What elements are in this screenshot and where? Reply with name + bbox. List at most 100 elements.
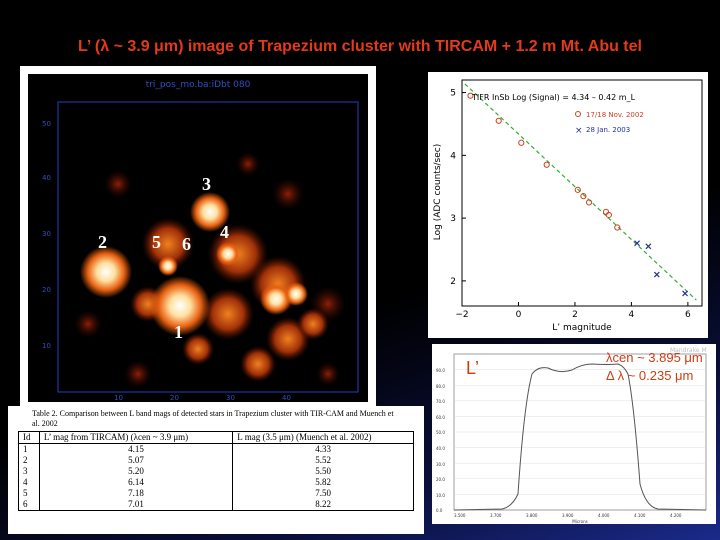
filter-x-tick: 4.100 [634, 513, 646, 518]
ir-y-tick: 20 [42, 286, 51, 294]
data-point-x [682, 290, 688, 297]
data-point-circle [467, 92, 474, 99]
ir-y-tick: 50 [42, 120, 51, 128]
data-point-x [653, 271, 660, 278]
calibration-plot-svg: −2 0 2 4 6 2 3 4 5 TIFR InSb Log (Signal) = 4.34… [433, 79, 703, 333]
data-point-circle [574, 186, 581, 193]
table-cell: 5 [18, 488, 40, 499]
ir-image-caption: tri_pos_mo.ba:iDbt 080 [145, 80, 251, 90]
table-row: 3 5.20 5.50 [18, 466, 414, 477]
filter-delta-lambda: Δ λ ~ 0.235 μm [606, 368, 694, 383]
ir-x-tick: 30 [226, 394, 235, 402]
table-row: 6 7.01 8.22 [18, 499, 414, 511]
plot-ylabel: Log (ADC counts/sec) [433, 144, 443, 240]
filter-lambda-cen: λcen ~ 3.895 μm [606, 350, 703, 365]
data-point-circle [543, 161, 550, 168]
data-point-circle [585, 199, 593, 206]
filter-corner-text: Mandrake M [670, 347, 707, 354]
plot-points [467, 92, 688, 297]
ir-y-tick: 30 [42, 230, 51, 238]
data-point-circle [580, 193, 587, 200]
star-label-5: 5 [152, 232, 161, 252]
filter-band-label: L’ [466, 358, 480, 378]
table-row: 2 5.07 5.52 [18, 455, 414, 466]
ir-stars [80, 192, 308, 336]
table-cell: 2 [18, 455, 40, 466]
filter-transmission-plot: 90.0 80.0 70.0 60.0 50.0 40.0 30.0 20.0 … [432, 344, 716, 524]
ir-nebula [74, 152, 346, 388]
legend-marker-x: × [575, 126, 583, 136]
legend-label: 17/18 Nov. 2002 [586, 111, 644, 119]
filter-plot-svg: 90.0 80.0 70.0 60.0 50.0 40.0 30.0 20.0 … [436, 347, 707, 524]
table-cell: 7.01 [38, 499, 234, 511]
filter-y-tick: 70.0 [436, 399, 445, 404]
ir-image-canvas: 50 40 30 20 10 10 20 30 40 tri_pos_mo.ba… [28, 74, 368, 402]
calibration-plot: −2 0 2 4 6 2 3 4 5 TIFR InSb Log (Signal) = 4.34… [428, 72, 708, 338]
filter-y-tick: 0.0 [436, 508, 443, 513]
filter-xlabel: Microns [572, 519, 587, 524]
star-label-1: 1 [174, 322, 183, 342]
table-header-row: Id L’ mag from TIRCAM) (λcen ~ 3.9 μm) L… [18, 431, 414, 444]
filter-y-tick: 40.0 [436, 446, 445, 451]
data-point-circle [602, 208, 610, 215]
ir-y-tick: 10 [42, 342, 51, 350]
table-header-muench: L mag (3.5 μm) (Muench et al. 2002) [232, 431, 414, 444]
trapezium-ir-image: 50 40 30 20 10 10 20 30 40 tri_pos_mo.ba… [20, 66, 376, 406]
table-cell: 4.33 [232, 443, 414, 455]
fit-line [464, 83, 697, 301]
ir-x-tick: 40 [282, 394, 291, 402]
star-label-4: 4 [220, 222, 229, 242]
table-cell: 5.52 [232, 455, 414, 466]
plot-area [461, 79, 703, 307]
filter-y-tick: 10.0 [436, 493, 445, 498]
table-cell: 5.50 [232, 466, 414, 477]
table-header-id: Id [18, 431, 40, 444]
table-caption: Table 2. Comparison between L band mags … [32, 409, 394, 428]
data-point-circle [518, 139, 525, 146]
ir-y-ticks: 50 40 30 20 10 [42, 120, 51, 350]
legend-label: 28 Jan. 2003 [586, 126, 630, 134]
table-cell: 5.82 [232, 477, 414, 488]
slide-title: L’ (λ ~ 3.9 μm) image of Trapezium clust… [78, 38, 642, 55]
filter-x-tick: 3.900 [562, 513, 574, 518]
data-point-x [634, 240, 640, 247]
table-cell: 7.18 [38, 488, 234, 499]
filter-y-tick: 30.0 [436, 462, 445, 467]
filter-y-tick: 80.0 [436, 384, 445, 389]
table-row: 5 7.18 7.50 [18, 488, 414, 499]
table-cell: 5.20 [38, 466, 234, 477]
ir-x-tick: 10 [114, 394, 123, 402]
table-header-tircam: L’ mag from TIRCAM) (λcen ~ 3.9 μm) [38, 431, 234, 444]
ir-y-tick: 40 [42, 174, 51, 182]
filter-y-tick: 20.0 [436, 477, 445, 482]
data-point-circle [614, 224, 621, 231]
filter-grid [454, 369, 706, 495]
table-cell: 4.15 [38, 443, 234, 455]
table-cell: 8.22 [232, 499, 414, 511]
table-cell: 4 [18, 477, 40, 488]
data-point-x [645, 243, 652, 250]
table-row: 1 4.15 4.33 [18, 443, 414, 455]
filter-x-tick: 4.000 [598, 513, 610, 518]
y-tick-label: 2 [450, 277, 456, 287]
table-cell: 1 [18, 443, 40, 455]
x-tick-label: 6 [685, 310, 691, 320]
star-label-3: 3 [202, 174, 211, 194]
filter-curve [453, 363, 707, 511]
data-point-circle [495, 117, 502, 124]
ir-x-ticks: 10 20 30 40 [114, 394, 291, 402]
filter-x-ticks: 3.500 3.700 3.800 3.900 4.000 4.100 4.20… [454, 513, 682, 518]
filter-x-tick: 3.800 [526, 513, 538, 518]
legend-marker-circle [575, 111, 581, 117]
filter-y-tick: 90.0 [436, 368, 445, 373]
table-row: 4 6.14 5.82 [18, 477, 414, 488]
plot-xlabel: L’ magnitude [552, 323, 612, 333]
filter-x-tick: 3.700 [490, 513, 502, 518]
filter-parameters: λcen ~ 3.895 μm Δ λ ~ 0.235 μm [606, 349, 703, 385]
data-point-circle [605, 211, 612, 219]
x-tick-label: 4 [629, 310, 635, 320]
filter-y-tick: 60.0 [436, 415, 445, 420]
plot-ticks: −2 0 2 4 6 2 3 4 5 [450, 89, 691, 320]
table-cell: 6 [18, 499, 40, 511]
filter-y-tick: 50.0 [436, 430, 445, 435]
